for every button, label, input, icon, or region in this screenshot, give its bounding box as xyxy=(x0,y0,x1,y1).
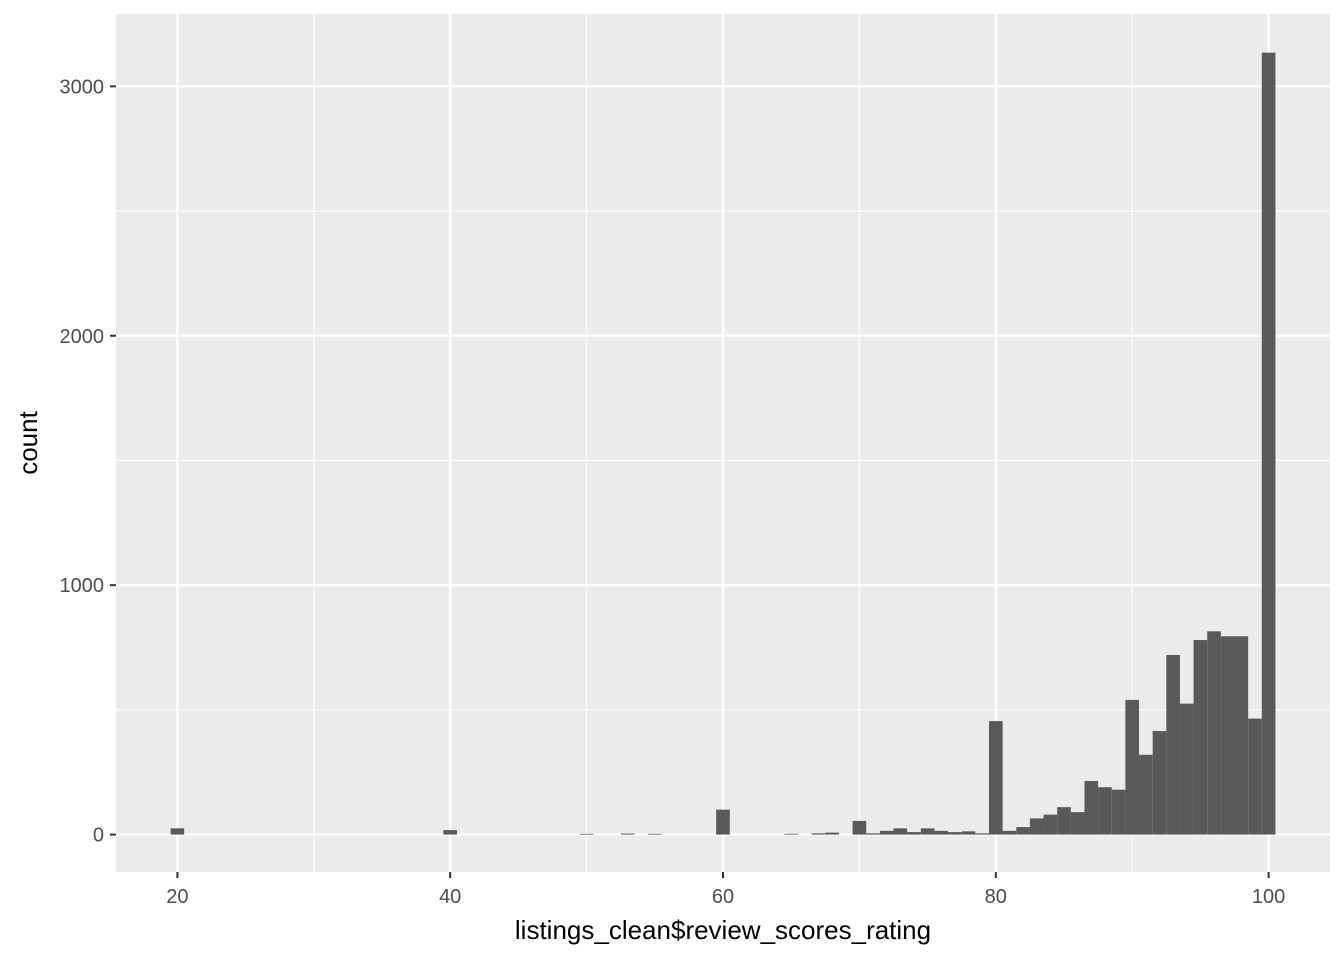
histogram-bar xyxy=(988,721,1003,835)
histogram-bar xyxy=(852,820,867,835)
histogram-bar xyxy=(1193,640,1208,835)
histogram-bar xyxy=(893,828,908,835)
y-tick-label: 0 xyxy=(93,825,104,847)
x-tick-label: 80 xyxy=(985,886,1007,908)
histogram-bar xyxy=(1057,807,1071,835)
y-tick-label: 1000 xyxy=(60,575,105,597)
histogram-bar xyxy=(1207,631,1221,835)
x-axis: 20 40 60 80 100 xyxy=(166,872,1285,908)
histogram-bar xyxy=(1125,699,1140,835)
histogram-bar xyxy=(920,828,935,835)
histogram-bar xyxy=(647,833,662,835)
histogram-bar xyxy=(1016,827,1030,835)
histogram-bar xyxy=(1029,818,1044,835)
y-tick-label: 3000 xyxy=(60,76,105,98)
histogram-bar xyxy=(1248,718,1262,835)
histogram-bar xyxy=(1002,830,1017,835)
y-axis-title: count xyxy=(13,410,43,474)
histogram-bar xyxy=(1111,789,1126,835)
y-tick-label: 2000 xyxy=(60,326,105,348)
histogram-bar xyxy=(1220,636,1235,835)
histogram-bar xyxy=(975,833,989,835)
histogram-bar xyxy=(1084,780,1099,835)
histogram-bar xyxy=(1070,812,1085,835)
histogram-bar xyxy=(961,831,976,835)
histogram-bars xyxy=(170,52,1276,835)
x-tick-label: 20 xyxy=(166,886,188,908)
histogram-bar xyxy=(784,833,799,835)
histogram-bar xyxy=(716,809,730,835)
histogram-bar xyxy=(170,828,185,835)
x-tick-label: 60 xyxy=(712,886,734,908)
x-tick-label: 100 xyxy=(1252,886,1285,908)
histogram-bar xyxy=(1098,787,1112,835)
histogram-bar xyxy=(620,833,635,835)
histogram-bar xyxy=(811,833,826,835)
histogram-bar xyxy=(1261,52,1276,835)
x-tick-label: 40 xyxy=(439,886,461,908)
histogram-bar xyxy=(934,830,949,835)
histogram-bar xyxy=(948,832,962,835)
histogram-bar xyxy=(1234,636,1249,835)
histogram-bar xyxy=(1166,655,1180,835)
y-axis: 0 1000 2000 3000 xyxy=(60,76,116,847)
histogram-bar xyxy=(443,830,458,835)
histogram-bar xyxy=(1152,731,1167,835)
histogram-bar xyxy=(1179,703,1194,835)
histogram-bar xyxy=(1139,754,1153,835)
histogram-bar xyxy=(907,832,921,835)
histogram-bar xyxy=(579,833,594,835)
histogram-bar xyxy=(1043,814,1058,835)
x-axis-title: listings_clean$review_scores_rating xyxy=(515,915,931,945)
histogram-bar xyxy=(825,832,839,835)
histogram-bar xyxy=(879,830,894,835)
histogram-bar xyxy=(866,833,880,835)
